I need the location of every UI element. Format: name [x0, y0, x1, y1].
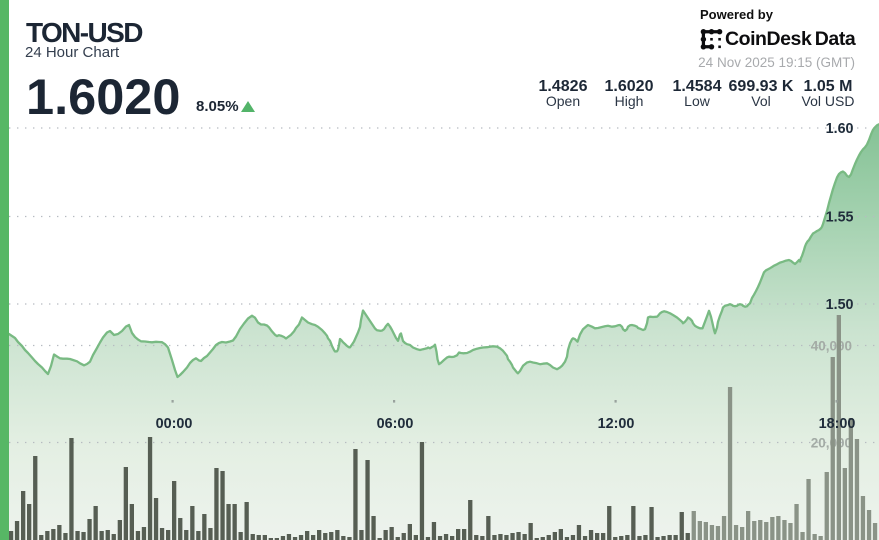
svg-text:1.60: 1.60	[826, 121, 854, 137]
svg-text:00:00: 00:00	[156, 416, 193, 432]
svg-text:06:00: 06:00	[377, 416, 414, 432]
svg-text:12:00: 12:00	[598, 416, 635, 432]
svg-text:1.50: 1.50	[826, 297, 854, 313]
svg-text:40,000: 40,000	[811, 338, 852, 353]
svg-text:1.55: 1.55	[826, 209, 854, 225]
svg-text:18:00: 18:00	[819, 416, 856, 432]
